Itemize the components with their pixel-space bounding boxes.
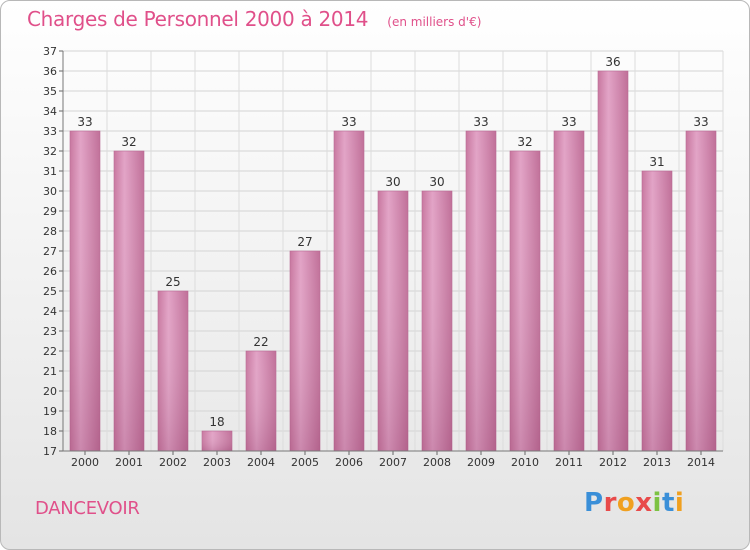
bar-shade [642, 171, 672, 451]
bar-value-label: 30 [385, 175, 400, 189]
bar-value-label: 33 [77, 115, 92, 129]
y-tick-label: 27 [43, 245, 57, 258]
y-tick-label: 22 [43, 345, 57, 358]
y-tick-label: 26 [43, 265, 57, 278]
x-tick-label: 2012 [599, 456, 627, 469]
bar-shade [202, 431, 232, 451]
x-tick-label: 2010 [511, 456, 539, 469]
bar-shade [334, 131, 364, 451]
x-tick-label: 2006 [335, 456, 363, 469]
chart-subtitle: (en milliers d'€) [387, 15, 482, 29]
x-tick-label: 2004 [247, 456, 275, 469]
y-tick-label: 31 [43, 165, 57, 178]
x-tick-label: 2002 [159, 456, 187, 469]
x-tick-label: 2001 [115, 456, 143, 469]
bar-value-label: 18 [209, 415, 224, 429]
chart-title: Charges de Personnel 2000 à 2014 [27, 7, 369, 31]
y-tick-label: 33 [43, 125, 57, 138]
y-tick-label: 28 [43, 225, 57, 238]
y-tick-label: 34 [43, 105, 57, 118]
y-tick-label: 18 [43, 425, 57, 438]
chart-title-block: Charges de Personnel 2000 à 2014 (en mil… [27, 7, 481, 31]
y-tick-label: 21 [43, 365, 57, 378]
bar-shade [158, 291, 188, 451]
bar-value-label: 33 [341, 115, 356, 129]
bar-shade [70, 131, 100, 451]
bar-value-label: 27 [297, 235, 312, 249]
y-tick-label: 36 [43, 65, 57, 78]
y-tick-label: 32 [43, 145, 57, 158]
bar-shade [510, 151, 540, 451]
bar-shade [422, 191, 452, 451]
proxiti-logo[interactable]: Proxiti [584, 488, 685, 518]
y-tick-label: 17 [43, 445, 57, 458]
x-tick-label: 2014 [687, 456, 715, 469]
y-tick-label: 19 [43, 405, 57, 418]
bar-value-label: 33 [693, 115, 708, 129]
bar-value-label: 31 [649, 155, 664, 169]
y-tick-label: 23 [43, 325, 57, 338]
x-tick-label: 2005 [291, 456, 319, 469]
bar-layer [69, 70, 717, 452]
bar-value-label: 33 [473, 115, 488, 129]
x-tick-label: 2008 [423, 456, 451, 469]
bar-shade [466, 131, 496, 451]
bar-value-label: 36 [605, 55, 620, 69]
x-tick-label: 2003 [203, 456, 231, 469]
bar-shade [554, 131, 584, 451]
bar-value-label: 25 [165, 275, 180, 289]
bar-shade [598, 71, 628, 451]
bar-value-label: 32 [121, 135, 136, 149]
bar-value-label: 33 [561, 115, 576, 129]
bar-shade [378, 191, 408, 451]
y-tick-label: 37 [43, 45, 57, 58]
bar-shade [290, 251, 320, 451]
y-tick-label: 29 [43, 205, 57, 218]
y-tick-label: 24 [43, 305, 57, 318]
bar-value-label: 30 [429, 175, 444, 189]
x-tick-label: 2011 [555, 456, 583, 469]
y-tick-label: 35 [43, 85, 57, 98]
y-tick-label: 25 [43, 285, 57, 298]
x-tick-label: 2007 [379, 456, 407, 469]
y-tick-label: 20 [43, 385, 57, 398]
x-tick-label: 2009 [467, 456, 495, 469]
y-tick-label: 30 [43, 185, 57, 198]
bar-shade [686, 131, 716, 451]
bar-shade [246, 351, 276, 451]
x-tick-label: 2013 [643, 456, 671, 469]
label-layer: 17 18 19 20 21 22 23 24 25 26 27 28 29 30 31 32 33 34 35 36… [43, 45, 715, 469]
commune-name: DANCEVOIR [35, 498, 140, 519]
bar-shade [114, 151, 144, 451]
bar-value-label: 32 [517, 135, 532, 149]
axis-layer [59, 50, 723, 455]
bar-value-label: 22 [253, 335, 268, 349]
x-tick-label: 2000 [71, 456, 99, 469]
